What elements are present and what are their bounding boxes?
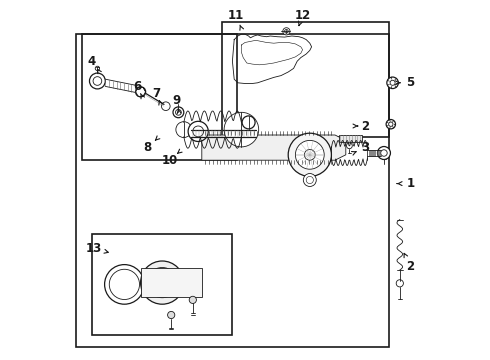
Circle shape <box>147 267 177 298</box>
Text: 1: 1 <box>407 177 415 190</box>
Circle shape <box>141 261 184 304</box>
Text: 2: 2 <box>407 260 415 273</box>
Text: 2: 2 <box>362 120 369 132</box>
Circle shape <box>168 311 175 319</box>
Circle shape <box>306 176 314 184</box>
Text: 5: 5 <box>407 76 415 89</box>
Circle shape <box>162 102 170 111</box>
Circle shape <box>136 87 146 97</box>
Circle shape <box>381 150 387 156</box>
Circle shape <box>93 77 102 85</box>
Circle shape <box>95 66 99 71</box>
Circle shape <box>175 109 181 115</box>
Polygon shape <box>141 268 202 297</box>
Circle shape <box>390 80 395 85</box>
Text: 7: 7 <box>153 87 161 100</box>
Text: 4: 4 <box>88 55 96 68</box>
Circle shape <box>346 143 352 149</box>
Circle shape <box>387 77 398 89</box>
Polygon shape <box>202 135 346 160</box>
Text: 13: 13 <box>86 242 102 255</box>
Circle shape <box>193 126 204 137</box>
Circle shape <box>285 30 288 33</box>
Circle shape <box>104 265 144 304</box>
Circle shape <box>377 147 391 159</box>
Bar <box>76 34 389 347</box>
Circle shape <box>188 121 208 141</box>
Circle shape <box>159 279 166 286</box>
Text: 9: 9 <box>172 94 181 107</box>
Text: 10: 10 <box>161 154 177 167</box>
Circle shape <box>288 133 331 176</box>
Circle shape <box>283 28 290 35</box>
Text: 3: 3 <box>362 141 369 154</box>
Bar <box>221 22 389 137</box>
Circle shape <box>295 140 324 169</box>
Circle shape <box>242 116 255 129</box>
Circle shape <box>189 296 196 303</box>
Text: 11: 11 <box>228 9 244 22</box>
Bar <box>92 234 232 335</box>
Text: 6: 6 <box>133 80 141 93</box>
Circle shape <box>173 107 184 118</box>
Polygon shape <box>339 135 362 142</box>
Circle shape <box>303 174 316 186</box>
Circle shape <box>109 269 140 300</box>
Bar <box>82 34 237 160</box>
Circle shape <box>304 149 315 160</box>
Circle shape <box>386 120 395 129</box>
Text: 12: 12 <box>294 9 311 22</box>
Circle shape <box>396 280 403 287</box>
Circle shape <box>154 275 170 291</box>
Circle shape <box>176 122 192 138</box>
Circle shape <box>224 112 259 147</box>
Circle shape <box>90 73 105 89</box>
Circle shape <box>389 122 393 126</box>
Text: 8: 8 <box>144 141 152 154</box>
